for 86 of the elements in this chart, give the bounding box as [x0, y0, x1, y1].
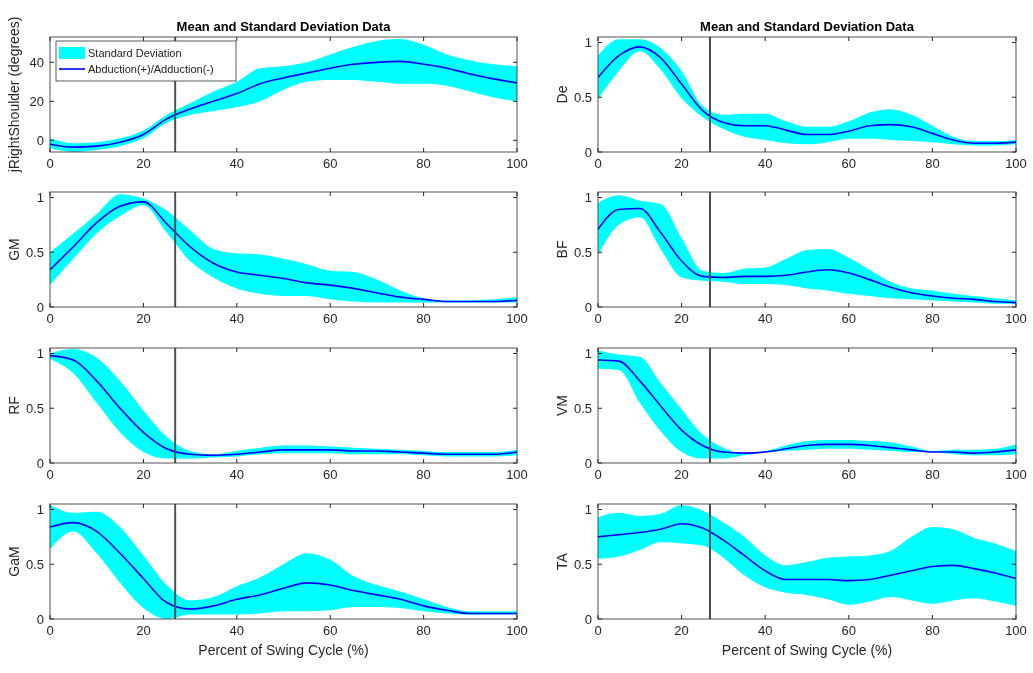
y-axis-title: TA: [554, 552, 570, 570]
x-tick-label: 0: [594, 156, 602, 171]
annotation: Standard Deviation: [88, 46, 182, 59]
x-tick-label: 80: [925, 311, 940, 326]
x-tick-label: 60: [841, 467, 857, 482]
x-tick-label: 100: [1005, 311, 1027, 326]
y-tick-label: 1: [584, 346, 592, 362]
x-tick-label: 20: [674, 623, 689, 638]
x-tick-label: 80: [416, 156, 431, 171]
x-tick-label: 20: [136, 467, 151, 482]
x-tick-label: 80: [925, 623, 940, 638]
x-tick-label: 40: [229, 467, 245, 482]
y-tick-label: 1: [584, 502, 592, 518]
x-tick-label: 20: [674, 467, 689, 482]
x-tick-label: 100: [1005, 467, 1027, 482]
x-tick-label: 100: [506, 156, 528, 171]
y-tick-label: 0.5: [573, 556, 592, 572]
y-tick-label: 0: [584, 299, 592, 315]
y-tick-label: 20: [29, 93, 44, 109]
x-tick-label: 100: [1005, 623, 1027, 638]
x-tick-label: 80: [925, 156, 940, 171]
x-tick-label: 20: [674, 156, 689, 171]
y-axis-title: BF: [554, 240, 570, 259]
y-tick-label: 1: [584, 35, 592, 51]
x-tick-label: 60: [322, 156, 338, 171]
x-tick-label: 20: [136, 156, 151, 171]
x-tick-label: 100: [506, 311, 528, 326]
x-tick-label: 0: [46, 467, 54, 482]
x-tick-label: 0: [46, 311, 54, 326]
y-tick-label: 1: [36, 190, 44, 206]
x-tick-label: 40: [757, 467, 773, 482]
x-tick-label: 0: [46, 623, 54, 638]
y-tick-label: 0: [36, 611, 44, 627]
x-axis-title: Percent of Swing Cycle (%): [721, 642, 893, 658]
x-tick-label: 100: [506, 623, 528, 638]
x-tick-label: 40: [229, 623, 245, 638]
chart-title: Mean and Standard Deviation Data: [176, 19, 392, 34]
y-axis-title: GM: [6, 238, 22, 261]
x-tick-label: 40: [757, 311, 773, 326]
x-tick-label: 60: [841, 311, 857, 326]
y-axis-title: RF: [6, 396, 22, 415]
y-axis-title: jRightShoulder (degrees): [6, 16, 22, 174]
y-tick-label: 1: [36, 346, 44, 362]
x-tick-label: 0: [594, 467, 602, 482]
x-tick-label: 80: [416, 623, 431, 638]
x-tick-label: 20: [136, 311, 151, 326]
y-axis-title: VM: [554, 395, 570, 416]
x-tick-label: 80: [925, 467, 940, 482]
y-tick-label: 0: [584, 144, 592, 160]
y-tick-label: 0.5: [25, 400, 44, 416]
x-tick-label: 20: [674, 311, 689, 326]
x-tick-label: 100: [506, 467, 528, 482]
y-axis-title: GaM: [6, 546, 22, 577]
x-tick-label: 20: [136, 623, 151, 638]
y-tick-label: 0: [36, 455, 44, 471]
y-tick-label: 0: [584, 611, 592, 627]
x-tick-label: 80: [416, 311, 431, 326]
x-tick-label: 0: [594, 623, 602, 638]
x-tick-label: 40: [229, 311, 245, 326]
x-axis-title: Percent of Swing Cycle (%): [198, 642, 369, 658]
y-tick-label: 0.5: [573, 400, 592, 416]
x-tick-label: 60: [841, 623, 857, 638]
y-axis-title: De: [554, 85, 570, 104]
x-tick-label: 40: [757, 156, 773, 171]
x-tick-label: 40: [229, 156, 245, 171]
x-tick-label: 100: [1005, 156, 1027, 171]
y-tick-label: 0: [584, 455, 592, 471]
x-tick-label: 60: [841, 156, 857, 171]
legend-label: Abduction(+)/Adduction(-): [88, 62, 214, 75]
x-tick-label: 0: [46, 156, 54, 171]
y-tick-label: 0: [36, 299, 44, 315]
y-tick-label: 0.5: [25, 556, 44, 572]
y-tick-label: 0: [36, 132, 44, 148]
x-tick-label: 60: [322, 623, 338, 638]
x-tick-label: 80: [416, 467, 431, 482]
x-tick-label: 0: [594, 311, 602, 326]
y-tick-label: 0.5: [25, 244, 44, 260]
x-tick-label: 40: [757, 623, 773, 638]
y-tick-label: 1: [36, 502, 44, 518]
chart-title: Mean and Standard Deviation Data: [700, 19, 915, 34]
y-tick-label: 40: [29, 54, 44, 70]
y-tick-label: 0.5: [573, 89, 592, 105]
x-tick-label: 60: [322, 311, 338, 326]
y-tick-label: 0.5: [573, 244, 592, 260]
x-tick-label: 60: [322, 467, 338, 482]
y-tick-label: 1: [584, 190, 592, 206]
